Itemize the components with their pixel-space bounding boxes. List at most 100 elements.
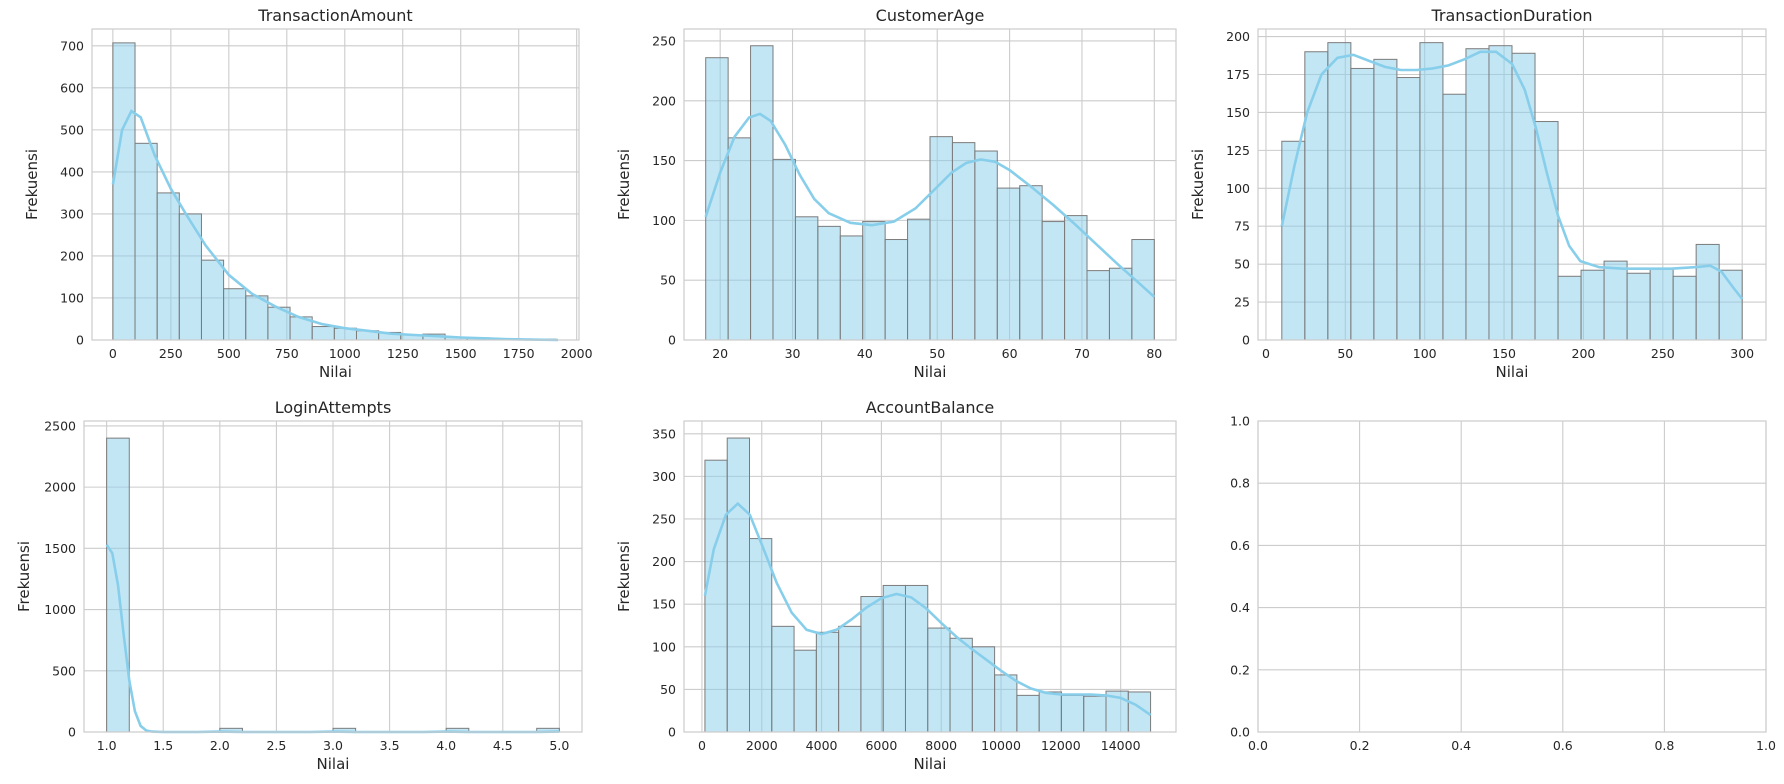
histogram-bar: [860, 596, 884, 733]
x-tick-label: 60: [1002, 346, 1018, 361]
x-axis-label: Nilai: [319, 363, 352, 381]
x-tick-label: 0.0: [1248, 738, 1268, 753]
histogram-bar: [1488, 45, 1513, 341]
x-tick-label: 10000: [981, 738, 1021, 753]
axes-frame: [683, 420, 1177, 733]
x-tick-label: 1.5: [153, 738, 173, 753]
y-tick-label: 200: [652, 93, 676, 108]
histogram-bar: [704, 459, 728, 733]
histogram-bar: [1304, 51, 1329, 341]
histogram-bar: [156, 192, 180, 341]
x-tick-label: 0: [1262, 346, 1270, 361]
x-tick-label: 2000: [561, 346, 593, 361]
histogram-bar: [907, 218, 931, 341]
y-tick-label: 500: [52, 663, 76, 678]
histogram-bar: [994, 674, 1018, 733]
x-axis-label: Nilai: [914, 755, 947, 773]
x-tick-label: 1000: [329, 346, 361, 361]
y-tick-label: 0.6: [1230, 538, 1250, 553]
y-axis-label: Frekuensi: [615, 149, 633, 220]
histogram-bar: [750, 45, 774, 341]
x-tick-label: 8000: [925, 738, 957, 753]
axes-frame: [683, 28, 1177, 341]
histogram-bar: [311, 326, 335, 341]
histogram-bar: [884, 239, 909, 341]
x-tick-label: 250: [1651, 346, 1675, 361]
histogram-bar: [1373, 58, 1398, 341]
y-tick-label: 150: [652, 153, 676, 168]
histogram-bar: [927, 627, 951, 733]
y-tick-label: 100: [60, 290, 84, 305]
subplot-title: AccountBalance: [866, 398, 994, 417]
histogram-bar: [1419, 42, 1444, 341]
histogram-bar: [1511, 52, 1536, 341]
x-tick-label: 14000: [1101, 738, 1141, 753]
y-tick-label: 700: [60, 38, 84, 53]
axes-frame: [1257, 420, 1767, 733]
y-tick-label: 0: [668, 725, 676, 740]
histogram-bar: [1580, 269, 1605, 341]
histogram-bar: [1603, 260, 1628, 341]
histogram-bar: [793, 649, 817, 733]
histogram-bar: [223, 288, 247, 341]
x-tick-label: 0.2: [1350, 738, 1370, 753]
x-tick-label: 4.0: [436, 738, 456, 753]
x-tick-label: 0.8: [1654, 738, 1674, 753]
x-tick-label: 750: [275, 346, 299, 361]
histogram-bar: [772, 158, 796, 341]
y-tick-label: 125: [1226, 143, 1250, 158]
y-axis-label: Frekuensi: [1189, 149, 1207, 220]
histogram-bar: [971, 646, 996, 733]
y-tick-label: 0: [76, 333, 84, 348]
y-tick-label: 0.4: [1230, 600, 1250, 615]
y-axis-label: Frekuensi: [15, 541, 33, 612]
y-tick-label: 0: [68, 725, 76, 740]
y-tick-label: 100: [652, 213, 676, 228]
y-tick-label: 200: [652, 554, 676, 569]
x-tick-label: 70: [1074, 346, 1090, 361]
histogram-bar: [705, 57, 729, 341]
x-tick-label: 1250: [387, 346, 419, 361]
subplot-6: 0.0 0.2 0.4 0.6 0.8 1.0 0.0 0.2 0.4 0.6 0.8 1.0: [1230, 414, 1776, 754]
x-axis-label: Nilai: [914, 363, 947, 381]
histogram-bar: [929, 136, 953, 341]
x-tick-label: 4.5: [493, 738, 513, 753]
x-tick-label: 1.0: [97, 738, 117, 753]
x-tick-label: 2.0: [210, 738, 230, 753]
histogram-bar: [1131, 239, 1155, 341]
histogram-bar: [1396, 77, 1421, 341]
histogram-bar: [1649, 268, 1674, 341]
subplot-title: TransactionAmount: [257, 6, 412, 25]
x-tick-label: 50: [929, 346, 945, 361]
histogram-bar: [1064, 215, 1088, 341]
y-tick-label: 0.8: [1230, 476, 1250, 491]
y-tick-label: 175: [1226, 67, 1250, 82]
y-tick-label: 1500: [44, 541, 76, 556]
histogram-bar: [112, 42, 136, 341]
histogram-bar: [1108, 267, 1133, 341]
histogram-bar: [1350, 67, 1375, 341]
y-tick-label: 0.0: [1230, 725, 1250, 740]
x-tick-label: 150: [1492, 346, 1516, 361]
histogram-bar: [1695, 243, 1720, 341]
y-tick-label: 250: [652, 511, 676, 526]
histogram-bar: [1038, 691, 1062, 733]
subplot-5: 0 2000 4000 6000 8000 10000 12000 14000 0 50 100 15…: [615, 398, 1177, 773]
x-tick-label: 250: [159, 346, 183, 361]
y-tick-label: 500: [60, 122, 84, 137]
y-tick-label: 250: [652, 33, 676, 48]
x-tick-label: 4000: [806, 738, 838, 753]
histogram-bar: [727, 137, 752, 341]
x-tick-label: 200: [1572, 346, 1596, 361]
y-tick-label: 2000: [44, 480, 76, 495]
axes-frame: [91, 28, 580, 341]
histogram-bar: [245, 295, 269, 341]
y-tick-label: 1.0: [1230, 414, 1250, 429]
y-tick-label: 350: [652, 426, 676, 441]
histogram-bar: [1672, 275, 1697, 341]
y-tick-label: 50: [660, 273, 676, 288]
kde-line: [1280, 50, 1744, 300]
x-tick-label: 40: [857, 346, 873, 361]
x-tick-label: 300: [1730, 346, 1754, 361]
y-tick-label: 300: [652, 469, 676, 484]
